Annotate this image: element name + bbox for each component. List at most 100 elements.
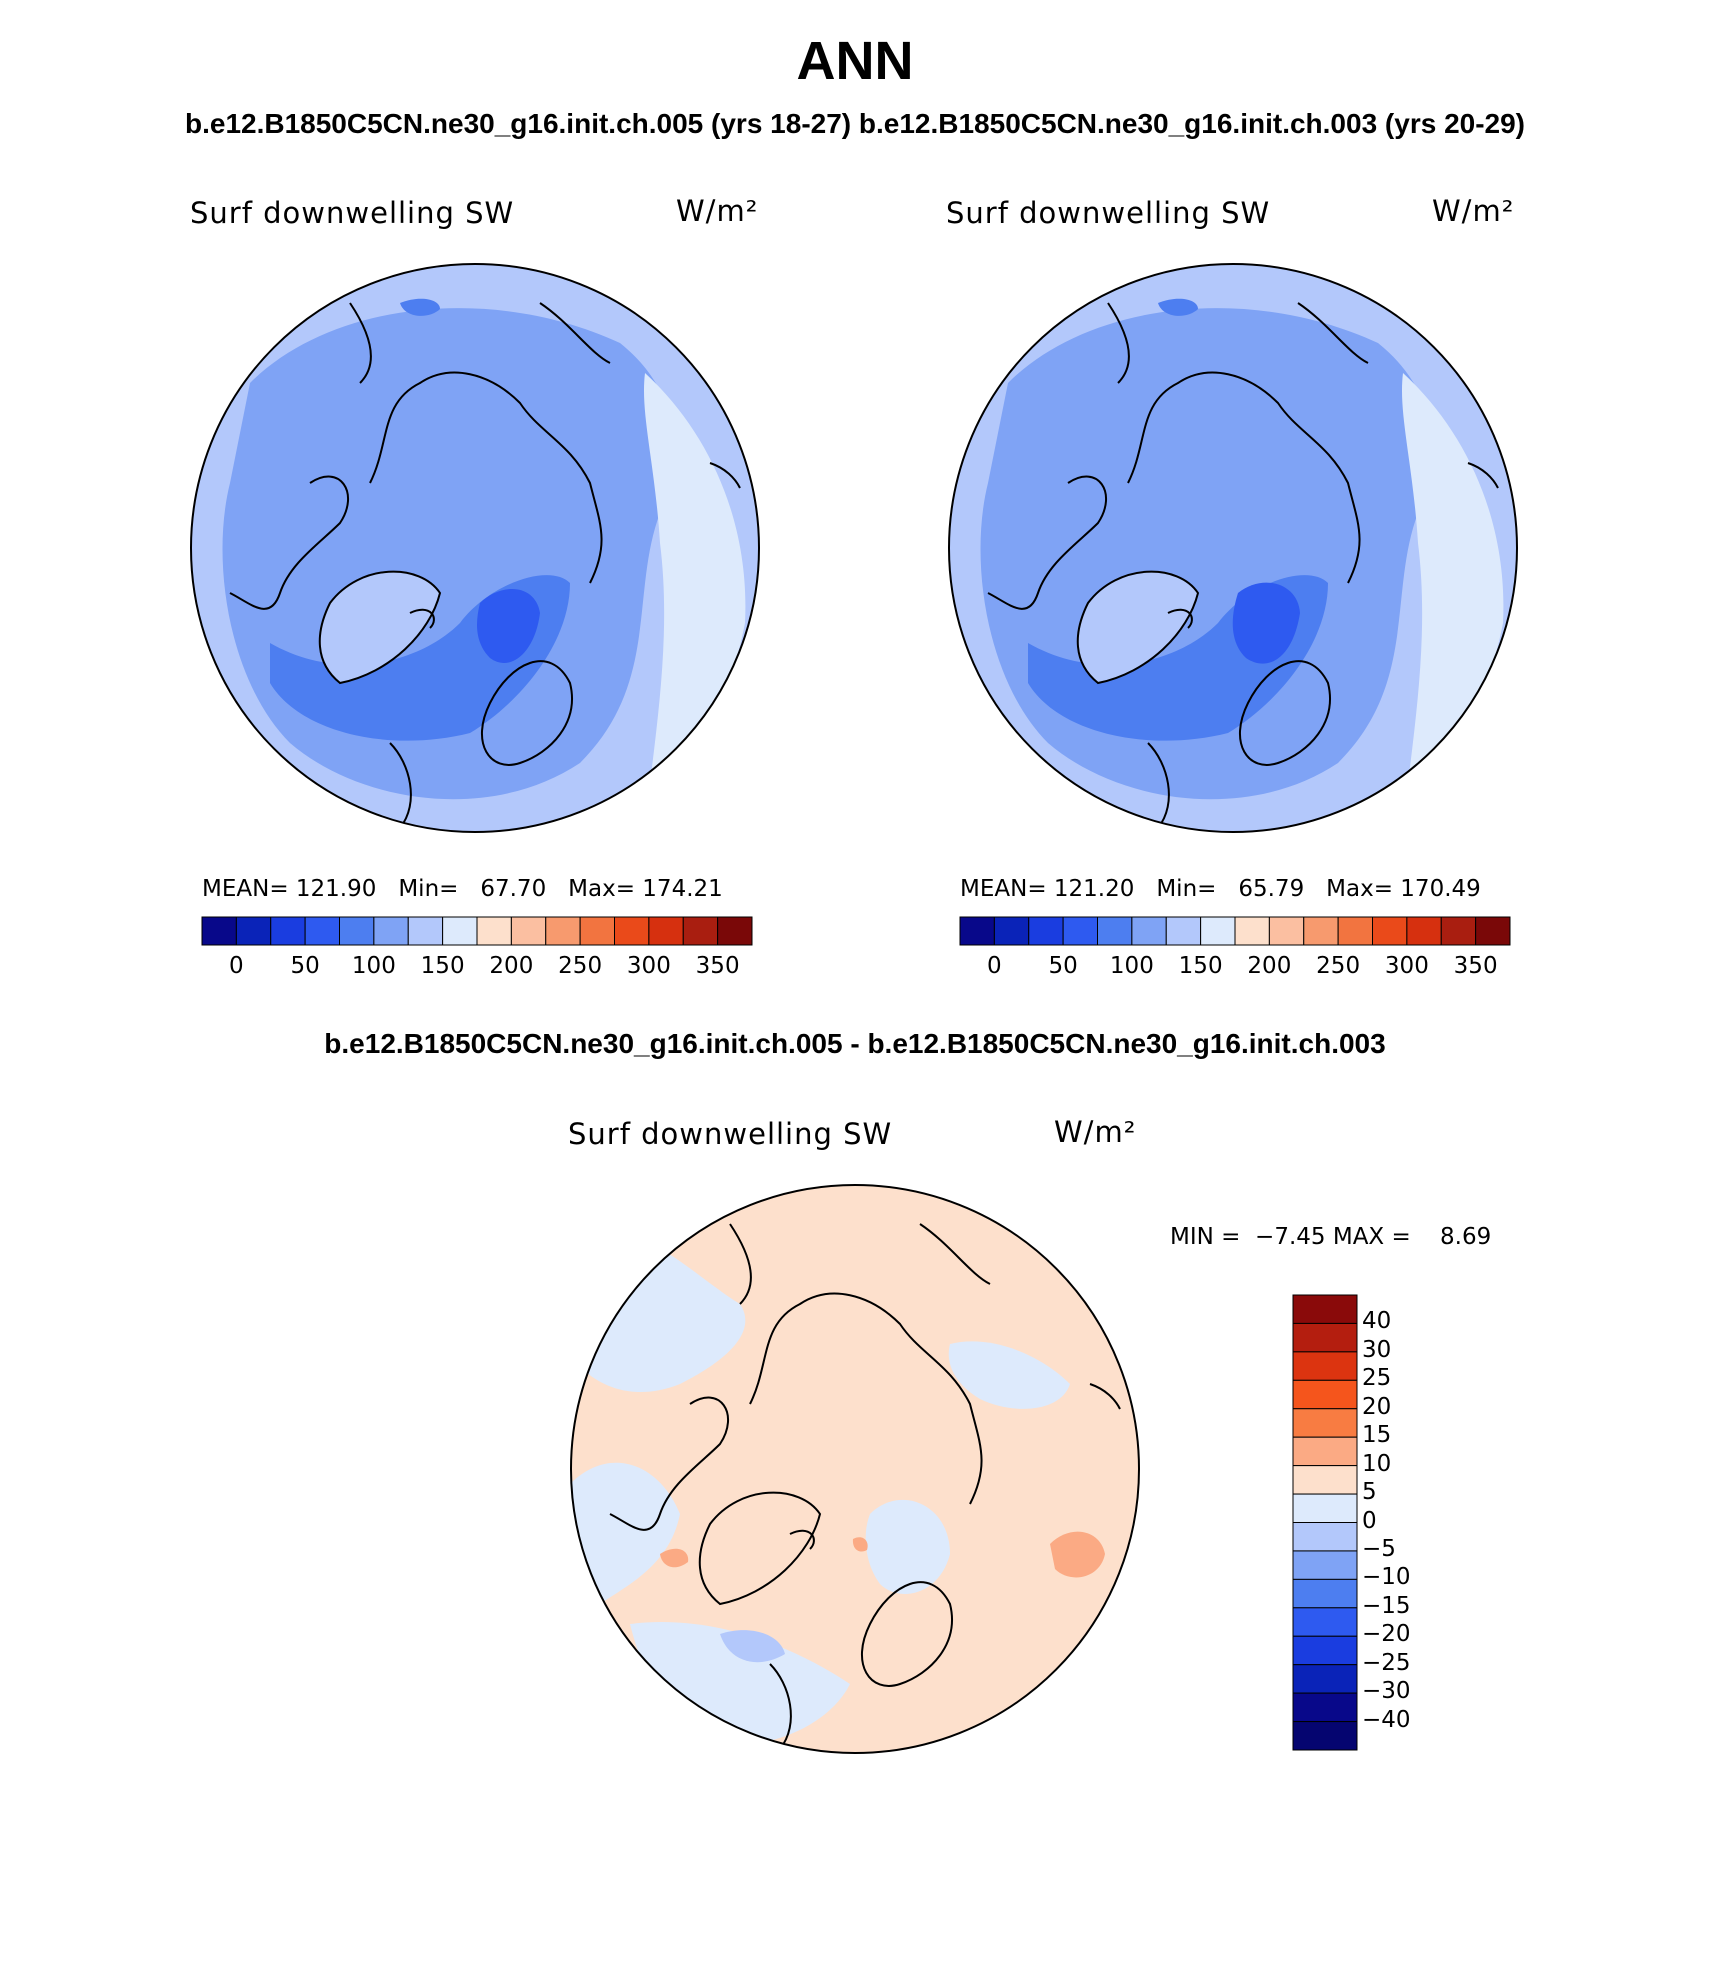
panel3-colorbar-box: [1292, 1721, 1358, 1751]
panel3-field-pos-a: [1050, 1531, 1105, 1578]
panel3-field-neg-f: [720, 1630, 785, 1663]
panel2-field-greenland: [1077, 571, 1198, 683]
panel3-units: W/m²: [1054, 1115, 1137, 1149]
panel1-colorbar-box: [373, 916, 409, 946]
panel2-field-min: [1232, 582, 1300, 664]
panel1-colorbar-box: [717, 916, 753, 946]
panel2-colorbar-tick-label: 50: [1048, 953, 1078, 979]
panel2-colorbar-box: [1200, 916, 1236, 946]
panel2-colorbar-ticks: 0 50 100 150 200 250 300 350: [960, 953, 1510, 983]
panel3-variable-title: Surf downwelling SW: [568, 1117, 893, 1151]
panel2-colorbar-tick-label: 350: [1453, 953, 1498, 979]
panel1-max-value: 174.21: [642, 876, 723, 902]
panel3-colorbar-box: [1292, 1550, 1358, 1580]
top-caption: b.e12.B1850C5CN.ne30_g16.init.ch.005 (yr…: [184, 108, 1526, 139]
panel3-colorbar-tick-label: −20: [1362, 1621, 1411, 1648]
panel2-coastlines: [987, 302, 1499, 829]
panel3-colorbar-box: [1292, 1322, 1358, 1353]
panel1-colorbar-box: [407, 916, 444, 946]
panel2-colorbar-box: [1372, 916, 1408, 946]
panel3-field-neg-e: [948, 1341, 1070, 1409]
panel3-colorbar-tick-label: −25: [1362, 1649, 1411, 1676]
panel2-units: W/m²: [1432, 194, 1515, 228]
panel3-colorbar-box: [1292, 1522, 1358, 1552]
panel1-colorbar-box: [442, 916, 478, 946]
panel3-colorbar-box: [1292, 1493, 1358, 1523]
panel1-colorbar: [201, 916, 753, 946]
panel2-colorbar-box: [1406, 916, 1442, 946]
panel3-colorbar-box: [1292, 1294, 1358, 1324]
panel1-mean-value: 121.90: [295, 876, 377, 902]
panel2-colorbar-tick-label: 0: [987, 953, 1002, 979]
panel1-colorbar-box: [510, 916, 547, 946]
panel3-stats: MIN = −7.45 MAX = 8.69: [1170, 1224, 1491, 1250]
panel1-min-value: 67.70: [480, 876, 547, 902]
panel1-map: [190, 263, 760, 833]
panel2-colorbar-box: [1062, 916, 1098, 946]
panel2-field-topcell: [1158, 298, 1198, 316]
panel1-stats: MEAN= 121.90 Min= 67.70 Max= 174.21: [202, 876, 723, 902]
panel2-min-value: 65.79: [1238, 876, 1305, 902]
panel3-colorbar-box: [1292, 1635, 1358, 1666]
panel1-colorbar-box: [304, 916, 340, 946]
panel2-colorbar-box: [1475, 916, 1511, 946]
panel2-variable-title: Surf downwelling SW: [946, 196, 1271, 230]
panel1-field-topcell: [400, 298, 440, 316]
panel2-max-label: Max=: [1326, 876, 1393, 902]
panel1-colorbar-box: [339, 916, 375, 946]
panel1-colorbar-box: [545, 916, 581, 946]
panel1-colorbar-tick-label: 150: [420, 953, 465, 979]
panel1-colorbar-box: [201, 916, 237, 946]
panel3-field-neg-b: [571, 1462, 680, 1604]
panel2-colorbar-box: [1337, 916, 1373, 946]
panel3-colorbar: [1292, 1294, 1358, 1751]
panel3-colorbar-tick-label: 0: [1362, 1507, 1377, 1534]
panel3-coastlines: [609, 1223, 1121, 1750]
panel1-colorbar-tick-label: 200: [489, 953, 534, 979]
panel2-colorbar-box: [1028, 916, 1064, 946]
panel3-colorbar-box: [1292, 1664, 1358, 1694]
panel2-colorbar-box: [1131, 916, 1167, 946]
panel2-colorbar-tick-label: 100: [1109, 953, 1154, 979]
panel1-colorbar-tick-label: 350: [695, 953, 740, 979]
panel3-colorbar-tick-label: 25: [1362, 1365, 1392, 1392]
panel3-colorbar-tick-label: −30: [1362, 1678, 1411, 1705]
panel1-min-label: Min=: [398, 876, 459, 902]
panel2-colorbar-tick-label: 150: [1178, 953, 1223, 979]
panel3-colorbar-box: [1292, 1408, 1358, 1438]
panel1-colorbar-box: [235, 916, 272, 946]
panel3-max-label: MAX =: [1332, 1224, 1411, 1250]
panel1-field-min: [477, 589, 540, 663]
panel3-colorbar-box: [1292, 1379, 1358, 1410]
panel2-colorbar-box: [1234, 916, 1270, 946]
panel3-max-value: 8.69: [1440, 1224, 1492, 1250]
panel3-colorbar-tick-label: −10: [1362, 1564, 1411, 1591]
panel2-stats: MEAN= 121.20 Min= 65.79 Max= 170.49: [960, 876, 1481, 902]
panel1-colorbar-tick-label: 100: [351, 953, 396, 979]
panel3-colorbar-box: [1292, 1607, 1358, 1637]
panel2-colorbar-box: [1268, 916, 1305, 946]
panel1-units: W/m²: [676, 194, 759, 228]
panel2-field-rim: [1401, 373, 1504, 783]
panel3-colorbar-ticks: 40 30 25 20 15 10 5 0 −5 −10 −15 −20 −25 −30 −40: [1362, 1294, 1442, 1751]
panel3-map: [570, 1184, 1140, 1754]
panel3-colorbar-tick-label: 30: [1362, 1336, 1392, 1363]
panel3-min-value: −7.45: [1255, 1224, 1326, 1250]
panel3-colorbar-tick-label: −40: [1362, 1706, 1411, 1733]
panel2-colorbar-tick-label: 300: [1384, 953, 1429, 979]
panel1-field-greenland: [319, 571, 440, 683]
panel3-colorbar-box: [1292, 1351, 1358, 1381]
panel3-field-pos-b: [660, 1548, 689, 1568]
panel3-colorbar-tick-label: −15: [1362, 1592, 1411, 1619]
panel3-colorbar-box: [1292, 1578, 1358, 1609]
panel3-colorbar-tick-label: 10: [1362, 1450, 1392, 1477]
panel2-mean-label: MEAN=: [960, 876, 1047, 902]
panel2-min-label: Min=: [1156, 876, 1217, 902]
panel1-colorbar-box: [579, 916, 615, 946]
panel2-colorbar-box: [1303, 916, 1339, 946]
page-title: ANN: [796, 31, 914, 91]
panel3-colorbar-box: [1292, 1465, 1358, 1495]
panel1-variable-title: Surf downwelling SW: [190, 196, 515, 230]
panel3-colorbar-tick-label: −5: [1362, 1535, 1396, 1562]
panel2-mean-value: 121.20: [1053, 876, 1135, 902]
